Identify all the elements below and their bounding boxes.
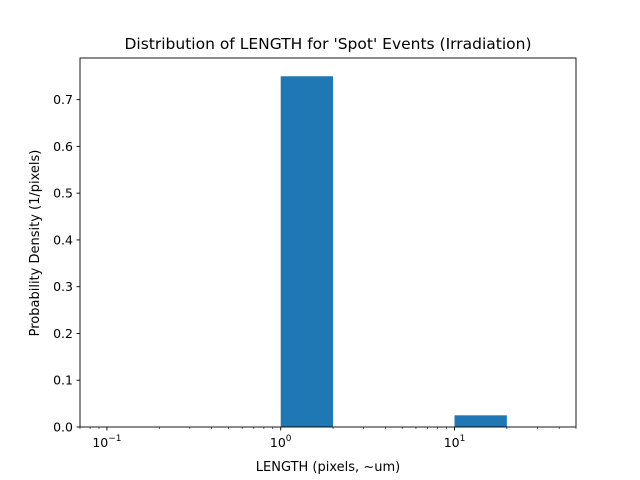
x-tick-label: 10−1 [92, 434, 121, 450]
y-tick-label: 0.3 [53, 279, 73, 294]
x-axis-label: LENGTH (pixels, ~um) [256, 460, 400, 475]
histogram-bar [454, 415, 507, 427]
histogram-bar [280, 76, 334, 428]
chart-title: Distribution of LENGTH for 'Spot' Events… [124, 35, 531, 53]
y-tick-label: 0.4 [53, 232, 73, 247]
y-axis-label: Probability Density (1/pixels) [28, 150, 43, 337]
x-tick-label: 100 [270, 434, 292, 450]
plot-frame [79, 57, 577, 428]
y-tick-label: 0.7 [53, 92, 73, 107]
y-tick-label: 0.5 [53, 186, 73, 201]
x-tick-label: 101 [444, 434, 466, 450]
y-tick-label: 0.1 [53, 373, 73, 388]
y-tick-label: 0.0 [53, 420, 73, 435]
plot-area: 0.0 0.1 0.2 0.3 0.4 0.5 0.6 0.7 10−1 100 101 [53, 57, 577, 450]
y-tick-label: 0.2 [53, 326, 73, 341]
y-tick-label: 0.6 [53, 139, 73, 154]
